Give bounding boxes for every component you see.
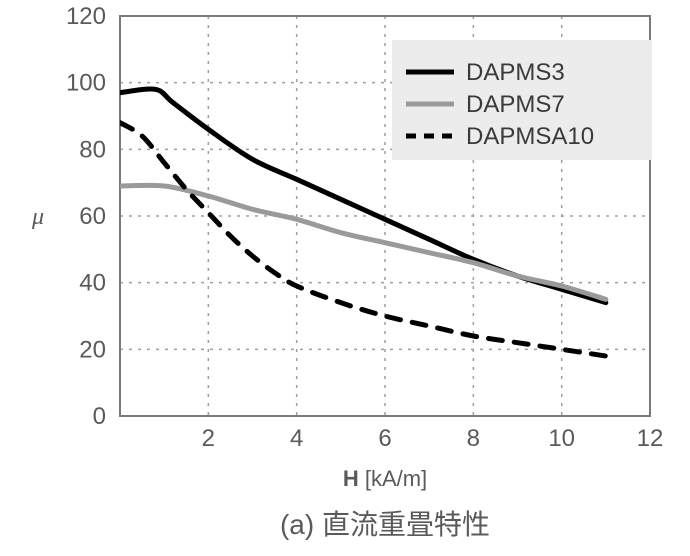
legend-label: DAPMS3 [466, 59, 565, 86]
chart-svg: 0 20 40 60 80 100 120 2 4 6 8 10 12 μ H [kA/m] (a) 直流重畳… [0, 0, 690, 556]
y-tick-label: 80 [79, 136, 106, 163]
x-tick-label: 2 [202, 425, 215, 452]
y-axis-label: μ [31, 204, 44, 230]
legend-label: DAPMS7 [466, 91, 565, 118]
y-tick-label: 120 [66, 3, 106, 30]
legend-label: DAPMSA10 [466, 123, 594, 150]
x-axis-label: H [kA/m] [343, 466, 427, 491]
y-tick-label: 40 [79, 270, 106, 297]
y-tick-label: 60 [79, 203, 106, 230]
x-tick-label: 8 [467, 425, 480, 452]
y-tick-label: 0 [93, 403, 106, 430]
x-tick-label: 6 [378, 425, 391, 452]
x-tick-label: 4 [290, 425, 303, 452]
chart-caption: (a) 直流重畳特性 [280, 509, 490, 540]
y-tick-label: 100 [66, 70, 106, 97]
y-tick-label: 20 [79, 336, 106, 363]
chart-container: { "chart": { "type": "line", "caption": … [0, 0, 690, 556]
x-tick-label: 10 [548, 425, 575, 452]
x-tick-label: 12 [637, 425, 664, 452]
